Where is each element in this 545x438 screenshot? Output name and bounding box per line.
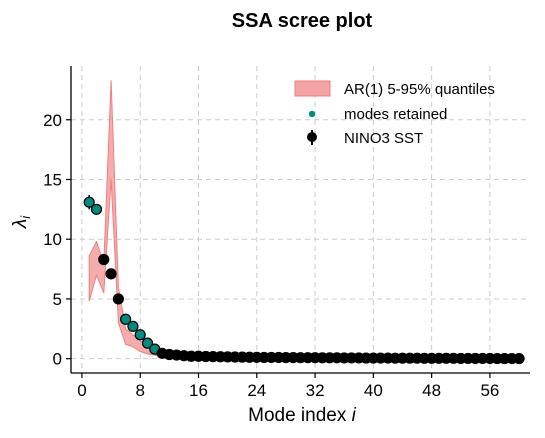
x-tick-label: 8	[135, 381, 144, 400]
data-point	[98, 253, 110, 266]
x-tick-label: 32	[306, 381, 325, 400]
y-tick-label: 0	[53, 350, 62, 369]
legend-retained-marker	[308, 110, 316, 118]
data-point	[513, 352, 525, 365]
retained-mode-point	[134, 329, 146, 341]
x-tick-label: 24	[247, 381, 266, 400]
grid	[71, 66, 530, 373]
y-tick-label: 5	[53, 290, 62, 309]
ar1-quantile-band-layer	[88, 80, 199, 359]
legend-retained-label: modes retained	[344, 106, 447, 123]
ar1-quantile-band	[88, 80, 199, 359]
y-tick-label: 20	[43, 111, 62, 130]
axes	[70, 66, 530, 374]
x-tick-label: 0	[77, 381, 86, 400]
y-ticks: 0 5 10 15 20	[43, 111, 71, 369]
y-tick-label: 10	[43, 230, 62, 249]
x-tick-label: 40	[364, 381, 383, 400]
x-tick-label: 56	[480, 381, 499, 400]
x-tick-label: 16	[189, 381, 208, 400]
legend-series-marker	[307, 132, 317, 142]
chart-title: SSA scree plot	[232, 10, 373, 32]
y-axis-label: λi	[10, 215, 33, 229]
x-axis-label: Mode index i	[248, 405, 357, 426]
retained-mode-point	[120, 313, 132, 325]
legend-series-label: NINO3 SST	[344, 130, 423, 147]
retained-mode-point	[90, 203, 103, 215]
data-point	[112, 293, 124, 305]
x-tick-label: 48	[422, 381, 441, 400]
retained-mode-point	[83, 196, 95, 208]
legend-band-label: AR(1) 5-95% quantiles	[344, 81, 495, 98]
data-points-layer	[83, 195, 525, 365]
data-point	[105, 268, 117, 280]
legend-band-swatch	[294, 80, 331, 97]
retained-mode-point	[141, 337, 154, 349]
legend: AR(1) 5-95% quantiles modes retained NIN…	[294, 80, 495, 147]
y-tick-label: 15	[43, 170, 62, 189]
x-ticks: 0 8 16 24 32 40 48 56	[77, 373, 499, 400]
retained-mode-point	[127, 320, 139, 333]
